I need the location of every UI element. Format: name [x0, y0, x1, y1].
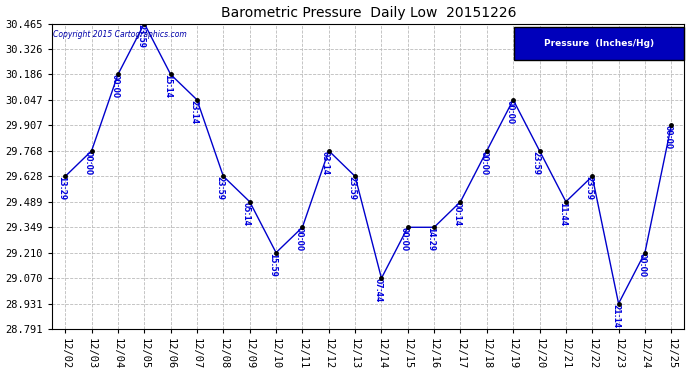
- Text: 23:59: 23:59: [347, 176, 357, 200]
- Text: 00:00: 00:00: [84, 151, 93, 175]
- Text: 00:14: 00:14: [453, 202, 462, 226]
- Text: 23:14: 23:14: [189, 100, 198, 124]
- Text: 05:14: 05:14: [242, 202, 251, 226]
- Text: 15:59: 15:59: [268, 253, 277, 276]
- Text: 23:59: 23:59: [584, 176, 593, 200]
- Text: 11:44: 11:44: [558, 202, 567, 226]
- Text: Pressure  (Inches/Hg): Pressure (Inches/Hg): [544, 39, 654, 48]
- Text: 00:00: 00:00: [400, 227, 409, 251]
- FancyBboxPatch shape: [514, 27, 684, 60]
- Text: 00:00: 00:00: [664, 125, 673, 150]
- Text: 07:44: 07:44: [374, 278, 383, 303]
- Text: 14:29: 14:29: [426, 227, 435, 251]
- Text: Copyright 2015 Cartographics.com: Copyright 2015 Cartographics.com: [53, 30, 187, 39]
- Text: 00:00: 00:00: [110, 75, 119, 99]
- Text: 03:14: 03:14: [321, 151, 330, 175]
- Text: 13:29: 13:29: [57, 176, 66, 201]
- Text: 00:00: 00:00: [638, 253, 647, 277]
- Text: 15:14: 15:14: [163, 75, 172, 99]
- Text: 21:14: 21:14: [611, 304, 620, 328]
- Title: Barometric Pressure  Daily Low  20151226: Barometric Pressure Daily Low 20151226: [221, 6, 516, 20]
- Text: 23:59: 23:59: [137, 24, 146, 48]
- Text: 00:00: 00:00: [295, 227, 304, 251]
- Text: 00:00: 00:00: [506, 100, 515, 124]
- Text: 23:59: 23:59: [216, 176, 225, 200]
- Text: 23:59: 23:59: [532, 151, 541, 175]
- Text: 00:00: 00:00: [479, 151, 488, 175]
